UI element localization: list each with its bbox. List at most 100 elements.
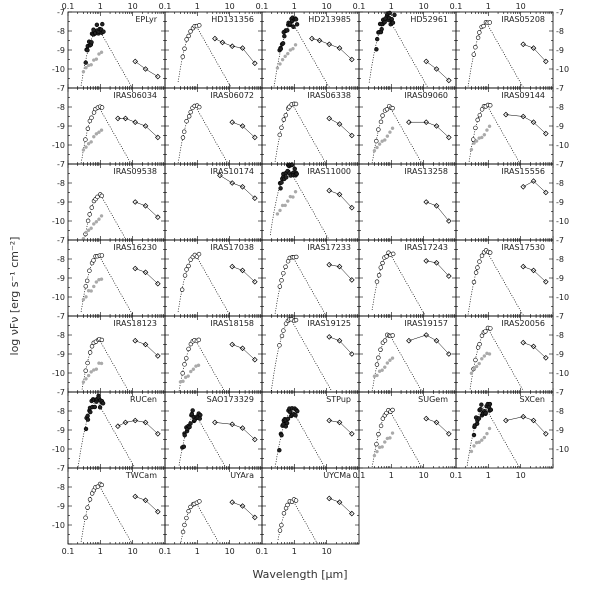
dereddened-point	[380, 445, 384, 449]
dereddened-point	[89, 63, 93, 67]
dereddened-point	[487, 426, 492, 431]
dereddened-point	[482, 354, 487, 358]
photometry-point	[196, 337, 201, 343]
panel-IRAS17233: IRAS17233	[261, 239, 360, 317]
photometry-point	[380, 113, 385, 118]
photometry-point	[100, 401, 106, 406]
photometry-point	[387, 10, 392, 16]
photometry-point	[188, 504, 193, 510]
photometry-point	[180, 371, 185, 376]
panel-TWCam: -7 -8 -9 -10 0.1 1 10 TWCam	[52, 464, 166, 556]
y-tick-label: -8	[556, 255, 564, 264]
x-tick-label: 0.1	[159, 547, 172, 556]
photometry-point	[187, 424, 192, 430]
photometry-point	[277, 132, 282, 138]
panel-title: IRAS05208	[501, 15, 545, 24]
photometry-point	[83, 426, 89, 432]
ir-spectrum	[232, 121, 255, 138]
panel-IRAS06072: IRAS06072	[164, 87, 263, 165]
dereddened-point	[81, 297, 86, 302]
photometry-point	[182, 362, 187, 367]
photometry-point	[99, 253, 105, 258]
panel-title: IRAS17530	[501, 243, 545, 252]
photometry-point	[384, 254, 389, 259]
photometry-point	[478, 406, 483, 412]
y-tick-label: -10	[556, 445, 569, 454]
photometry-point	[294, 171, 299, 177]
dereddened-point	[383, 440, 387, 444]
photometry-point	[378, 423, 384, 429]
photometry-point	[101, 29, 106, 34]
photometry-point	[283, 264, 288, 269]
model-curve	[277, 499, 318, 543]
x-tick-label: 1	[195, 2, 200, 11]
photometry-point	[186, 33, 191, 39]
panel-IRAS09538: -7 -8 -9 -10 IRAS09538	[52, 160, 166, 241]
photometry-point	[390, 333, 395, 338]
photometry-point	[392, 12, 397, 18]
dereddened-point	[97, 130, 101, 134]
photometry-point	[284, 175, 289, 180]
y-tick-label: -9	[556, 46, 564, 55]
y-tick-label: -9	[57, 350, 65, 359]
model-curve	[178, 414, 226, 468]
y-tick-label: -8	[57, 255, 65, 264]
dereddened-point	[278, 208, 282, 213]
ir-spectrum	[117, 118, 158, 138]
y-tick-label: -8	[556, 179, 564, 188]
photometry-point	[483, 410, 488, 416]
dereddened-point	[474, 139, 479, 143]
photometry-point	[92, 404, 98, 410]
panel-IRAS18158: IRAS18158	[164, 315, 263, 393]
y-tick-label: -9	[57, 426, 65, 435]
model-curve	[81, 338, 129, 392]
y-tick-label: -10	[556, 217, 569, 226]
photometry-point	[488, 407, 494, 413]
panel-title: SAO173329	[207, 395, 254, 404]
dereddened-point	[372, 453, 377, 458]
model-curve	[371, 252, 425, 315]
dereddened-point	[89, 289, 93, 293]
panel-title: UYAra	[230, 471, 254, 480]
panel-IRAS17243: IRAS17243	[358, 239, 457, 317]
y-tick-label: -10	[52, 65, 65, 74]
dereddened-point	[181, 379, 185, 384]
panel-title: IRAS11000	[307, 167, 351, 176]
photometry-point	[99, 482, 104, 488]
photometry-point	[196, 251, 202, 257]
photometry-point	[197, 23, 202, 28]
photometry-point	[85, 126, 91, 131]
y-tick-label: -8	[556, 103, 564, 112]
y-tick-label: -7	[57, 312, 65, 321]
dereddened-point	[474, 364, 479, 369]
photometry-point	[475, 35, 481, 40]
x-tick-label: 0.1	[62, 547, 75, 556]
model-curve	[467, 250, 524, 316]
model-curve	[368, 17, 428, 87]
photometry-point	[483, 329, 488, 334]
dereddened-point	[477, 440, 481, 445]
photometry-point	[488, 103, 493, 108]
photometry-point	[487, 401, 493, 407]
panel-title: SXCen	[519, 395, 545, 404]
model-curve	[371, 410, 422, 468]
model-curve	[469, 329, 524, 392]
panel-title: IRAS19125	[307, 319, 351, 328]
photometry-point	[479, 253, 485, 258]
photometry-point	[471, 137, 476, 142]
model-curve	[177, 254, 230, 315]
dereddened-point	[86, 373, 91, 378]
panel-UYCMa: 0.1 1 10 UYCMa	[256, 467, 360, 556]
dereddened-point	[84, 230, 88, 235]
photometry-point	[477, 342, 482, 347]
photometry-point	[378, 119, 384, 125]
photometry-point	[294, 22, 300, 27]
photometry-point	[83, 368, 88, 373]
photometry-point	[294, 254, 299, 260]
x-tick-label: 0.1	[159, 2, 172, 11]
ir-spectrum	[135, 496, 158, 512]
photometry-point	[473, 45, 478, 50]
dereddened-point	[283, 54, 287, 59]
dereddened-point	[99, 277, 104, 281]
dereddened-point	[97, 217, 101, 221]
